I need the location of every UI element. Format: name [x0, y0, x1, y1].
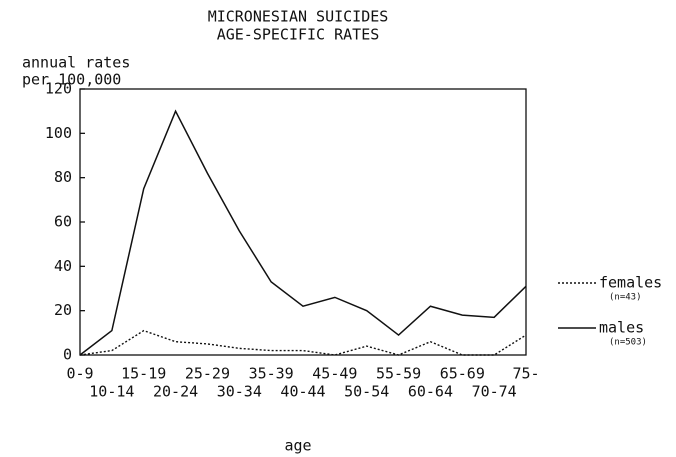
- x-tick-label: 50-54: [344, 383, 389, 401]
- x-tick-label: 65-69: [440, 365, 485, 383]
- series-line: [79, 109, 527, 356]
- x-tick-label: 10-14: [89, 383, 134, 401]
- chart-title: AGE-SPECIFIC RATES: [217, 26, 380, 44]
- x-tick-label: 0-9: [66, 365, 93, 383]
- x-tick-label: 20-24: [153, 383, 198, 401]
- chart-title: MICRONESIAN SUICIDES: [208, 8, 389, 26]
- y-axis-label: annual rates: [22, 54, 130, 72]
- y-axis-label: per 100,000: [22, 71, 121, 89]
- legend-label: males: [599, 319, 644, 337]
- x-tick-label: 35-39: [249, 365, 294, 383]
- y-tick-label: 0: [63, 346, 72, 364]
- x-tick-label: 25-29: [185, 365, 230, 383]
- series-line: [79, 329, 527, 356]
- x-axis-label: age: [284, 437, 311, 455]
- y-tick-label: 80: [54, 168, 72, 186]
- plot-frame: [79, 88, 527, 356]
- legend-note: (n=43): [609, 293, 642, 303]
- y-tick-label: 120: [45, 80, 72, 98]
- legend-note: (n=503): [609, 338, 647, 348]
- y-tick-label: 20: [54, 301, 72, 319]
- x-tick-label: 60-64: [408, 383, 453, 401]
- y-tick-label: 40: [54, 257, 72, 275]
- x-tick-label: 40-44: [280, 383, 325, 401]
- x-tick-label: 75-: [512, 365, 539, 383]
- x-tick-label: 55-59: [376, 365, 421, 383]
- x-tick-label: 30-34: [217, 383, 262, 401]
- x-tick-label: 45-49: [312, 365, 357, 383]
- x-tick-label: 15-19: [121, 365, 166, 383]
- x-tick-label: 70-74: [472, 383, 517, 401]
- legend-label: females: [599, 274, 662, 292]
- y-tick-label: 60: [54, 213, 72, 231]
- y-tick-label: 100: [45, 124, 72, 142]
